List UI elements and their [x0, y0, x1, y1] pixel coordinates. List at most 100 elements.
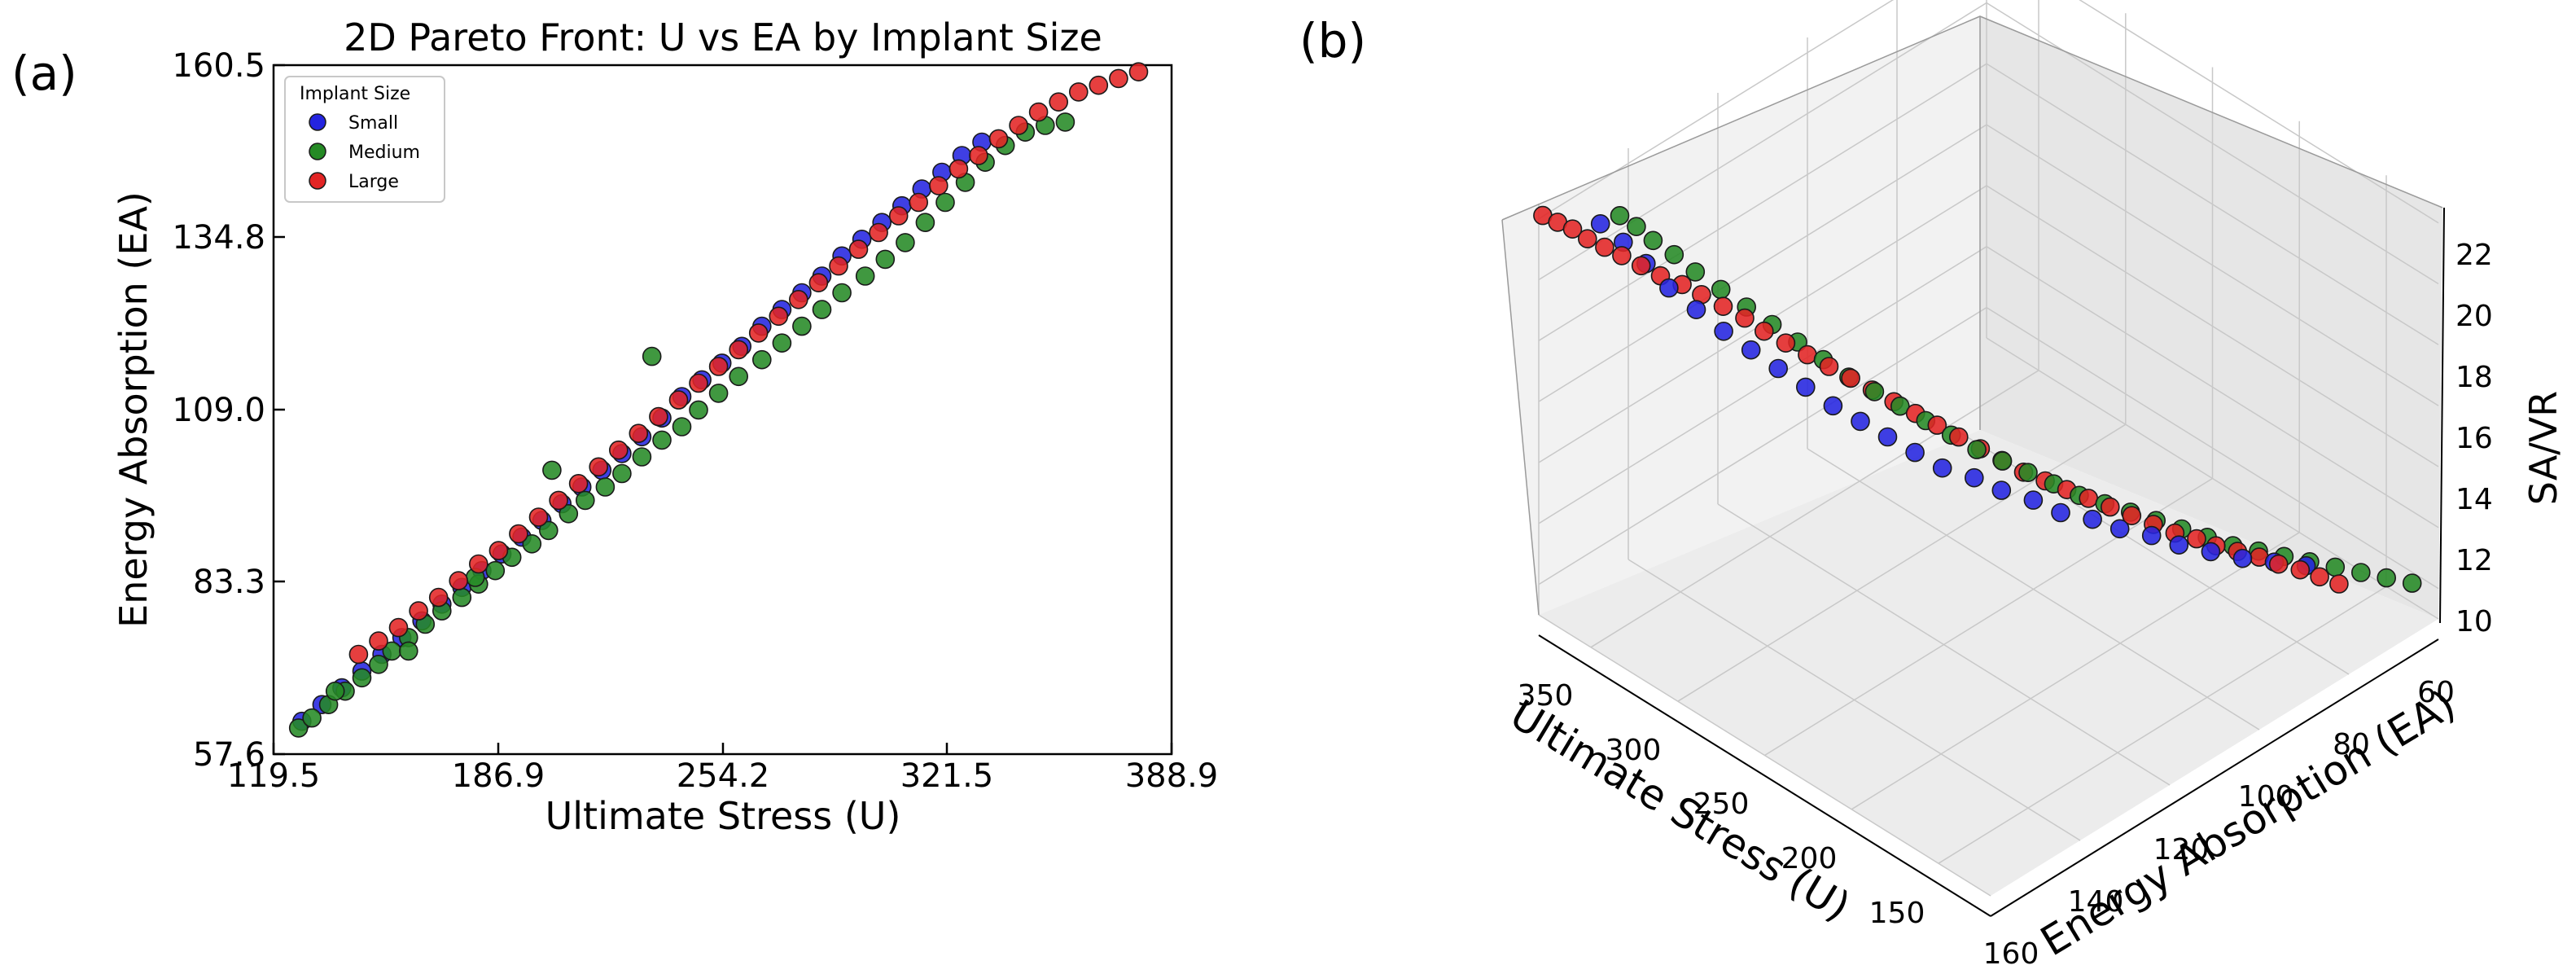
- chart-a-point-large: [1128, 62, 1149, 81]
- chart-b-gridline: [1986, 124, 2439, 406]
- chart-a-ytick-label: 57.6: [193, 736, 265, 774]
- chart-a-point-large: [948, 159, 969, 179]
- chart-a-points: [288, 62, 1149, 738]
- chart-a-point-large: [829, 256, 848, 276]
- chart-a-point-medium: [689, 400, 708, 420]
- chart-a-point-large: [869, 222, 888, 243]
- chart-b-zlabel: SA/VR: [2521, 391, 2565, 505]
- chart-b-gridline: [1677, 423, 2127, 702]
- chart-b-pane-right: [1980, 16, 2442, 619]
- chart-b-ztick-label: 22: [2456, 239, 2493, 272]
- chart-b-gridline: [1538, 614, 1991, 897]
- chart-a-legend-box: [284, 76, 445, 203]
- chart-b-ytick-label: 120: [2153, 833, 2210, 867]
- chart-a-point-medium: [751, 349, 772, 370]
- chart-a-point-large: [909, 192, 928, 213]
- chart-b-ztick-label: 12: [2456, 544, 2493, 577]
- chart-a-point-medium: [708, 384, 729, 403]
- chart-a-point-medium: [595, 477, 616, 497]
- chart-b-point-small: [2083, 509, 2102, 529]
- chart-b-point-small: [1965, 467, 1984, 488]
- chart-b-xtick-label: 200: [1781, 842, 1838, 875]
- chart-b-point-medium: [1890, 396, 1910, 416]
- chart-a-point-large: [1009, 116, 1028, 135]
- chart-a-point-medium: [288, 718, 309, 738]
- chart-a-point-large: [668, 390, 689, 410]
- chart-b-point-medium: [2377, 568, 2396, 588]
- chart-b-point-medium: [2325, 557, 2346, 577]
- chart-a-point-large: [428, 587, 449, 608]
- chart-a-point-large: [788, 289, 808, 309]
- chart-b-point-medium: [1711, 279, 1731, 300]
- chart-b-point-small: [2169, 535, 2189, 555]
- chart-a-point-medium: [652, 430, 672, 450]
- panel-b-label: (b): [1299, 13, 1366, 68]
- chart-b-gridline: [1717, 503, 2171, 786]
- chart-b-x-ticks: 150 200 250 300 350: [1518, 679, 1925, 930]
- chart-b-point-small: [2023, 490, 2044, 510]
- chart-b-point-large: [1841, 368, 1860, 388]
- chart-b-z-ticks: 10 12 14 16 18 20 22: [2456, 239, 2493, 638]
- chart-b-point-medium: [1992, 451, 2013, 471]
- chart-b-point-small: [2232, 548, 2253, 568]
- chart-b-point-large: [1798, 344, 1817, 365]
- chart-a-point-medium: [772, 333, 792, 353]
- chart-b-point-small: [1823, 396, 1843, 416]
- chart-b-gridline: [1764, 477, 2213, 757]
- chart-a-point-medium: [452, 587, 472, 608]
- chart-a-point-medium: [672, 417, 692, 437]
- chart-a-ytick-label: 83.3: [193, 564, 265, 601]
- chart-b-point-medium: [1610, 205, 1630, 226]
- chart-b-point-medium: [2351, 563, 2371, 582]
- panel-a-label: (a): [11, 46, 77, 101]
- chart-b-point-large: [2079, 489, 2098, 508]
- legend-marker-medium: [309, 143, 326, 160]
- chart-a-point-large: [629, 423, 649, 444]
- chart-a-point-large: [769, 306, 789, 327]
- chart-b-point-small: [1659, 278, 1679, 298]
- chart-a-point-medium: [612, 463, 632, 484]
- chart-b-ytick-label: 140: [2068, 885, 2124, 919]
- chart-a-point-large: [929, 176, 948, 195]
- chart-a-point-medium: [522, 533, 542, 554]
- chart-b-gridline: [1986, 63, 2439, 345]
- chart-b-gridline: [1628, 559, 2081, 841]
- chart-b-gridline: [1986, 246, 2439, 529]
- chart-a-ytick-label: 134.8: [172, 219, 265, 257]
- chart-b-gridline: [1538, 124, 1987, 402]
- chart-b-point-small: [2109, 519, 2130, 539]
- chart-b-point-medium: [1864, 382, 1885, 401]
- chart-b-gridline: [1851, 532, 2300, 810]
- chart-a-point-large: [1028, 102, 1049, 122]
- chart-a-point-large: [509, 524, 528, 544]
- chart-a-xtick-label: 388.9: [1125, 757, 1219, 795]
- legend-marker-small: [309, 113, 326, 131]
- chart-a-ytick-label: 109.0: [172, 392, 265, 429]
- chart-b-gridline: [1807, 448, 2260, 730]
- chart-b-ytick-label: 100: [2238, 780, 2294, 814]
- chart-a-point-large: [1069, 82, 1089, 102]
- chart-a-point-large: [988, 129, 1009, 149]
- chart-b-point-medium: [1643, 230, 1663, 251]
- chart-b-y-axis-line: [1990, 638, 2439, 917]
- chart-a-xtick-label: 321.5: [900, 757, 994, 795]
- chart-b-point-large: [1631, 256, 1651, 276]
- chart-a-point-medium: [485, 560, 506, 581]
- chart-a-point-medium: [302, 708, 322, 728]
- chart-a-point-large: [729, 340, 749, 360]
- chart-b-gridline: [1538, 63, 1987, 341]
- chart-b-point-large: [1776, 333, 1796, 353]
- chart-b-gridline: [1986, 306, 2439, 590]
- chart-b-xtick-label: 250: [1693, 788, 1750, 821]
- chart-a-xlabel: Ultimate Stress (U): [545, 794, 901, 838]
- legend-label-large: Large: [348, 172, 399, 192]
- chart-a-point-medium: [792, 316, 812, 336]
- chart-b-point-large: [2187, 529, 2206, 549]
- chart-b-ytick-label: 80: [2333, 728, 2370, 761]
- chart-a-point-medium: [935, 192, 955, 213]
- chart-b-xtick-label: 150: [1869, 897, 1925, 930]
- chart-b-point-small: [1877, 427, 1898, 447]
- chart-a-point-large: [1089, 75, 1109, 95]
- chart-a-point-medium: [352, 668, 372, 688]
